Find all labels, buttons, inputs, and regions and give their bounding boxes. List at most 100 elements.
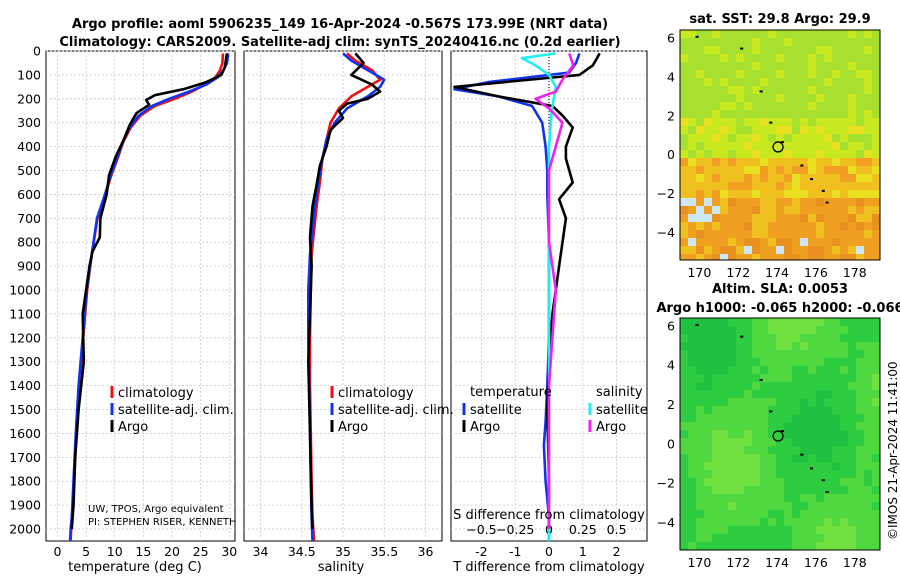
legend-label-t-argo: Argo [470,420,500,435]
map-cell [856,510,864,518]
argo-location-marker [772,430,784,442]
map-cell [792,518,800,526]
map-cell [728,62,736,70]
map-cell [744,486,752,494]
map-cell [816,318,824,326]
map-cell [808,182,816,190]
map-cell [696,94,704,102]
map-cell [840,502,848,510]
map-cell [744,326,752,334]
sst-map [680,30,880,260]
map-cell [752,54,760,62]
note-line-2: PI: STEPHEN RISER, KENNETH [88,517,236,528]
map-cell [800,534,808,542]
map-cell [680,254,688,260]
map-cell [760,390,768,398]
map-cell [744,478,752,486]
map-cell [696,254,704,260]
map-cell [688,158,696,166]
map-cell [840,342,848,350]
map-cell [704,30,712,38]
map-cell [696,102,704,110]
main-title: Argo profile: aoml 5906235_149 16-Apr-20… [72,17,608,32]
map-cell [744,246,752,254]
map-cell [832,342,840,350]
map-cell [856,102,864,110]
map-cell [784,30,792,38]
map-cell [848,414,856,422]
map-cell [832,118,840,126]
island-mark [759,90,763,93]
map-cell [736,246,744,254]
map-cell [680,166,688,174]
map-cell [744,470,752,478]
map-cell [784,358,792,366]
map-cell [840,70,848,78]
depth-tick-label: 500 [17,163,41,178]
s-tick-label: −0.5 [466,522,496,537]
map-cell [688,334,696,342]
map-cell [808,342,816,350]
map-cell [688,166,696,174]
legend-label-s-argo: Argo [596,420,626,435]
map-cell [720,470,728,478]
map-cell [680,206,688,214]
map-cell [816,390,824,398]
map-cell [816,222,824,230]
map-cell [720,94,728,102]
map-cell [832,366,840,374]
salinity-legend: climatology satellite-adj. clim. Argo [330,386,454,435]
map-cell [736,438,744,446]
map-cell [832,486,840,494]
island-mark [825,201,829,204]
map-cell [744,318,752,326]
map-cell [744,238,752,246]
map-cell [768,494,776,502]
map-cell [856,542,864,550]
map-cell [800,46,808,54]
map-cell [768,230,776,238]
map-cell [800,470,808,478]
map-cell [816,142,824,150]
map-cell [728,110,736,118]
map-lon-tick: 170 [687,555,711,570]
map-cell [728,430,736,438]
legend-label-climatology: climatology [118,386,194,401]
map-cell [792,190,800,198]
map-cell [696,198,704,206]
map-cell [728,86,736,94]
map-cell [776,54,784,62]
map-cell [776,326,784,334]
map-cell [856,334,864,342]
map-cell [832,318,840,326]
map-cell [848,502,856,510]
map-cell [808,446,816,454]
map-cell [736,142,744,150]
map-cell [856,54,864,62]
map-cell [768,150,776,158]
map-cell [872,190,880,198]
map-cell [728,366,736,374]
map-cell [832,526,840,534]
map-cell [792,446,800,454]
map-cell [848,478,856,486]
depth-tick-label: 1900 [9,498,41,513]
map-cell [712,446,720,454]
map-cell [680,334,688,342]
map-cell [816,174,824,182]
map-cell [760,422,768,430]
map-cell [832,406,840,414]
map-cell [720,414,728,422]
map-cell [744,150,752,158]
map-cell [728,246,736,254]
map-cell [688,486,696,494]
map-cell [808,358,816,366]
map-cell [824,422,832,430]
map-cell [808,246,816,254]
map-cell [696,46,704,54]
map-cell [680,54,688,62]
map-cell [832,446,840,454]
depth-tick-label: 0 [33,44,41,59]
map-cell [800,326,808,334]
map-cell [696,326,704,334]
